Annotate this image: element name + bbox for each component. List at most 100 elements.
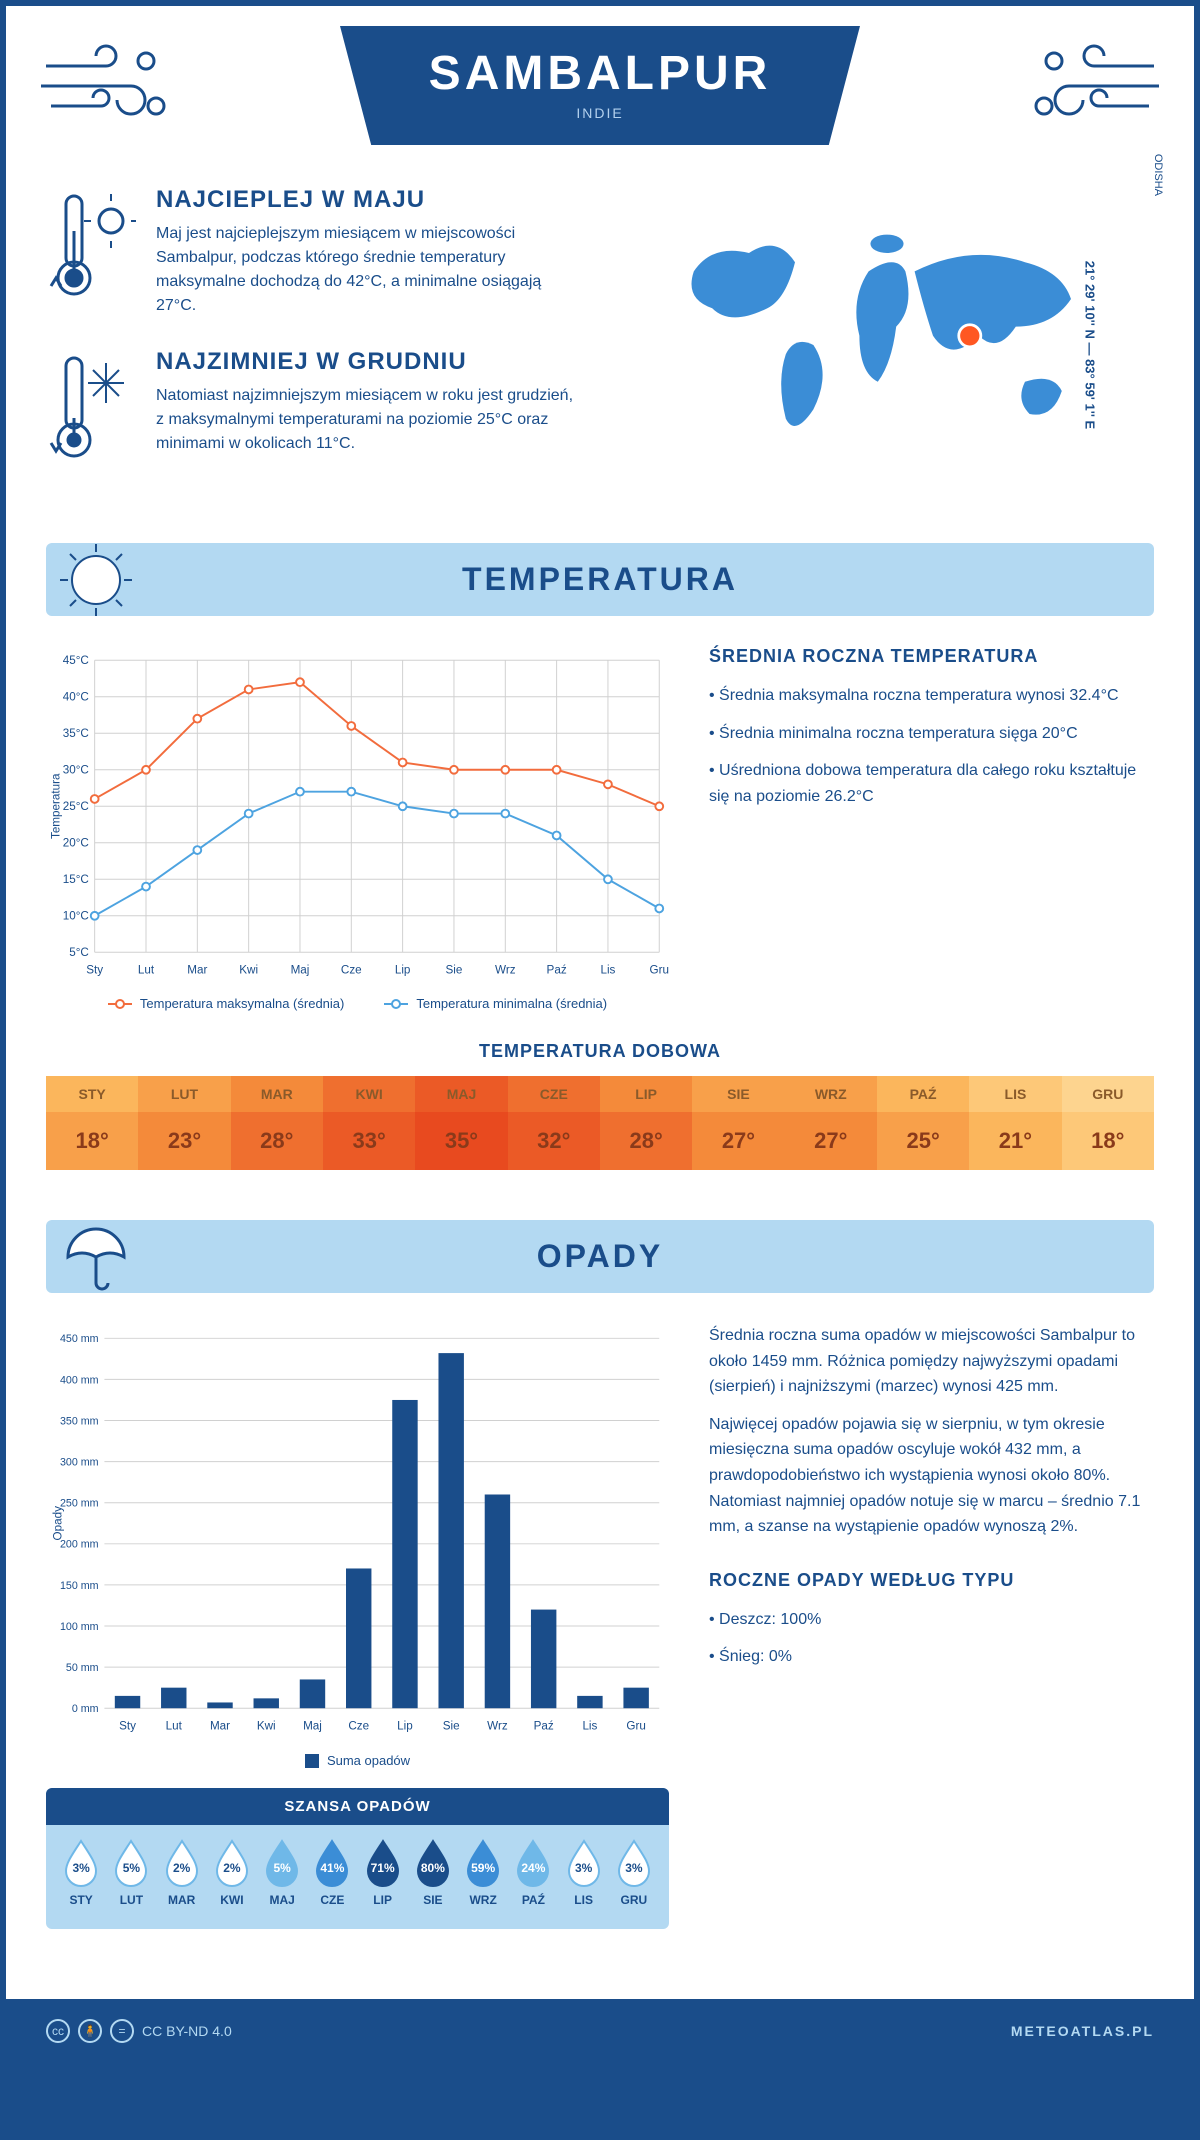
thermometer-hot-icon xyxy=(46,186,136,318)
svg-text:450 mm: 450 mm xyxy=(60,1333,99,1345)
svg-text:400 mm: 400 mm xyxy=(60,1374,99,1386)
svg-text:300 mm: 300 mm xyxy=(60,1457,99,1469)
raindrop-icon: 3% xyxy=(615,1839,653,1887)
svg-text:Lip: Lip xyxy=(397,1720,413,1733)
rain-chance-cell: 59%WRZ xyxy=(458,1839,508,1907)
header: SAMBALPUR INDIE xyxy=(6,6,1194,186)
svg-text:Paź: Paź xyxy=(534,1720,554,1733)
svg-text:150 mm: 150 mm xyxy=(60,1580,99,1592)
raindrop-icon: 5% xyxy=(112,1839,150,1887)
temperature-line-chart: 5°C10°C15°C20°C25°C30°C35°C40°C45°CStyLu… xyxy=(46,646,669,986)
sun-icon xyxy=(56,540,136,620)
raindrop-icon: 2% xyxy=(163,1839,201,1887)
svg-text:Wrz: Wrz xyxy=(487,1720,508,1733)
coordinates: 21° 29' 10'' N — 83° 59' 1'' E xyxy=(1082,260,1097,428)
raindrop-icon: 59% xyxy=(464,1839,502,1887)
license-text: CC BY-ND 4.0 xyxy=(142,2023,232,2039)
svg-text:30°C: 30°C xyxy=(63,764,89,777)
daily-temp-cell: GRU18° xyxy=(1062,1076,1154,1170)
daily-temp-cell: MAR28° xyxy=(231,1076,323,1170)
svg-text:40°C: 40°C xyxy=(63,691,89,704)
coldest-block: NAJZIMNIEJ W GRUDNIU Natomiast najzimnie… xyxy=(46,348,580,473)
svg-text:35°C: 35°C xyxy=(63,727,89,740)
page-title: SAMBALPUR xyxy=(340,46,860,101)
by-icon: 🧍 xyxy=(78,2019,102,2043)
svg-text:Kwi: Kwi xyxy=(257,1720,276,1733)
daily-temp-cell: MAJ35° xyxy=(415,1076,507,1170)
rain-chance-cell: 3%LIS xyxy=(559,1839,609,1907)
title-banner: SAMBALPUR INDIE xyxy=(340,26,860,145)
svg-text:Maj: Maj xyxy=(303,1720,322,1733)
daily-temp-cell: PAŹ25° xyxy=(877,1076,969,1170)
rain-chance-cell: 2%KWI xyxy=(207,1839,257,1907)
svg-text:Cze: Cze xyxy=(348,1720,369,1733)
svg-text:Sie: Sie xyxy=(443,1720,460,1733)
daily-temp-cell: STY18° xyxy=(46,1076,138,1170)
legend-sum: Suma opadów xyxy=(327,1753,410,1768)
svg-text:Sty: Sty xyxy=(119,1720,136,1733)
svg-text:15°C: 15°C xyxy=(63,873,89,886)
temperature-summary: ŚREDNIA ROCZNA TEMPERATURA Średnia maksy… xyxy=(709,646,1154,1011)
precip-summary: Średnia roczna suma opadów w miejscowośc… xyxy=(709,1323,1154,1929)
svg-text:Lut: Lut xyxy=(138,964,155,977)
raindrop-icon: 24% xyxy=(514,1839,552,1887)
warmest-title: NAJCIEPLEJ W MAJU xyxy=(156,186,580,214)
world-map: ODISHA 21° 29' 10'' N — 83° 59' 1'' E xyxy=(620,186,1154,503)
svg-text:Lis: Lis xyxy=(600,964,615,977)
rain-chance-cell: 24%PAŹ xyxy=(508,1839,558,1907)
raindrop-icon: 5% xyxy=(263,1839,301,1887)
region-label: ODISHA xyxy=(1152,154,1164,196)
thermometer-cold-icon xyxy=(46,348,136,473)
svg-text:Sie: Sie xyxy=(446,964,463,977)
legend-max: Temperatura maksymalna (średnia) xyxy=(140,996,344,1011)
page: SAMBALPUR INDIE NAJCIEPLEJ W MAJU Maj je… xyxy=(0,0,1200,2069)
rain-chance-cell: 71%LIP xyxy=(358,1839,408,1907)
precip-type-item: Deszcz: 100% xyxy=(709,1607,1154,1633)
svg-text:25°C: 25°C xyxy=(63,800,89,813)
raindrop-icon: 2% xyxy=(213,1839,251,1887)
rain-chance-cell: 41%CZE xyxy=(307,1839,357,1907)
svg-text:Mar: Mar xyxy=(187,964,207,977)
daily-temp-cell: LUT23° xyxy=(138,1076,230,1170)
daily-temp-cell: KWI33° xyxy=(323,1076,415,1170)
precip-legend: Suma opadów xyxy=(46,1753,669,1768)
precip-type-item: Śnieg: 0% xyxy=(709,1644,1154,1670)
info-row: NAJCIEPLEJ W MAJU Maj jest najcieplejszy… xyxy=(46,186,1154,503)
daily-temp-title: TEMPERATURA DOBOWA xyxy=(46,1041,1154,1062)
svg-text:45°C: 45°C xyxy=(63,654,89,667)
summary-item: Średnia maksymalna roczna temperatura wy… xyxy=(709,683,1154,709)
temperature-legend: .legend-item:nth-child(1) .legend-swatch… xyxy=(46,996,669,1011)
cc-icon: cc xyxy=(46,2019,70,2043)
svg-text:Opady: Opady xyxy=(52,1506,65,1541)
summary-item: Średnia minimalna roczna temperatura się… xyxy=(709,721,1154,747)
precip-type-title: ROCZNE OPADY WEDŁUG TYPU xyxy=(709,1570,1154,1591)
site-name: METEOATLAS.PL xyxy=(1011,2023,1154,2039)
license-badge: cc 🧍 = CC BY-ND 4.0 xyxy=(46,2019,232,2043)
svg-text:100 mm: 100 mm xyxy=(60,1621,99,1633)
rain-chance-cell: 2%MAR xyxy=(157,1839,207,1907)
warmest-text: Maj jest najcieplejszym miesiącem w miej… xyxy=(156,222,580,318)
summary-item: Uśredniona dobowa temperatura dla całego… xyxy=(709,758,1154,809)
svg-text:0 mm: 0 mm xyxy=(72,1703,99,1715)
footer: cc 🧍 = CC BY-ND 4.0 METEOATLAS.PL xyxy=(6,1999,1194,2063)
svg-text:Sty: Sty xyxy=(86,964,103,977)
svg-text:20°C: 20°C xyxy=(63,837,89,850)
coldest-text: Natomiast najzimniejszym miesiącem w rok… xyxy=(156,384,580,456)
summary-title: ŚREDNIA ROCZNA TEMPERATURA xyxy=(709,646,1154,667)
svg-text:Lut: Lut xyxy=(166,1720,183,1733)
svg-text:Gru: Gru xyxy=(626,1720,645,1733)
rain-chance-cell: 5%MAJ xyxy=(257,1839,307,1907)
rain-chance-cell: 80%SIE xyxy=(408,1839,458,1907)
raindrop-icon: 3% xyxy=(62,1839,100,1887)
location-pin-icon xyxy=(959,324,981,346)
daily-temp-cell: LIS21° xyxy=(969,1076,1061,1170)
raindrop-icon: 41% xyxy=(313,1839,351,1887)
daily-temp-cell: SIE27° xyxy=(692,1076,784,1170)
svg-text:Temperatura: Temperatura xyxy=(50,773,63,839)
svg-text:250 mm: 250 mm xyxy=(60,1498,99,1510)
rain-chance-panel: SZANSA OPADÓW 3%STY5%LUT2%MAR2%KWI5%MAJ4… xyxy=(46,1788,669,1929)
coldest-title: NAJZIMNIEJ W GRUDNIU xyxy=(156,348,580,376)
umbrella-icon xyxy=(56,1217,136,1297)
precip-text-2: Najwięcej opadów pojawia się w sierpniu,… xyxy=(709,1412,1154,1540)
rain-chance-cell: 3%GRU xyxy=(609,1839,659,1907)
